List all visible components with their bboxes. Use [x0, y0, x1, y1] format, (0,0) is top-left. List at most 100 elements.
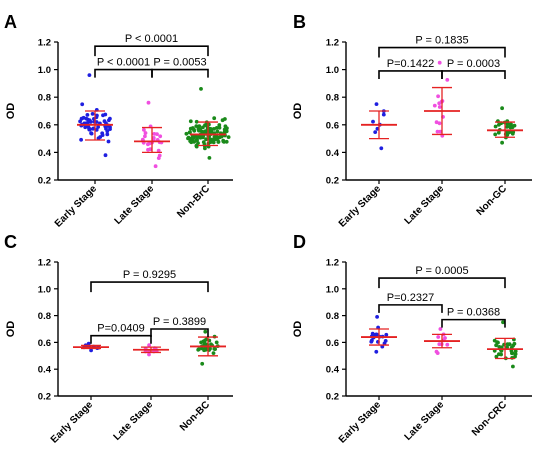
data-point: [437, 121, 442, 126]
data-point: [199, 340, 204, 345]
data-point: [493, 124, 498, 129]
data-point: [192, 128, 197, 133]
data-point: [198, 135, 203, 140]
y-axis-label: OD: [292, 321, 304, 338]
data-point: [190, 126, 195, 130]
y-tick-label: 0.6: [38, 338, 51, 349]
data-point: [369, 339, 374, 344]
data-point: [94, 127, 99, 132]
x-tick-label: Late Stage: [113, 183, 157, 227]
data-point: [147, 352, 151, 357]
data-point: [209, 342, 213, 347]
data-point: [89, 131, 93, 136]
x-tick-label: Early Stage: [49, 399, 96, 446]
data-point: [89, 348, 93, 353]
y-tick-label: 0.4: [38, 148, 52, 159]
data-point: [188, 119, 193, 124]
data-point: [87, 118, 92, 123]
p-value-label: P=0.2327: [387, 292, 434, 304]
data-point: [216, 140, 221, 144]
data-point: [212, 116, 217, 121]
data-point: [226, 135, 231, 140]
x-tick-label: Non-GC: [475, 183, 509, 217]
data-point: [195, 138, 199, 143]
data-point: [198, 127, 203, 132]
panel-label: B: [293, 12, 306, 32]
y-tick-label: 0.2: [38, 392, 51, 403]
data-point: [102, 119, 107, 124]
data-point: [83, 125, 88, 130]
data-point: [197, 124, 202, 128]
y-tick-label: 1.0: [38, 284, 51, 295]
data-point: [107, 118, 111, 123]
p-value-label: P = 0.9295: [123, 269, 176, 281]
p-value-label: P = 0.0003: [447, 58, 500, 70]
data-point: [381, 112, 386, 117]
p-value-label: P < 0.0001: [97, 57, 150, 69]
y-axis-label: OD: [5, 321, 17, 338]
data-point: [81, 115, 86, 120]
y-tick-label: 1.2: [38, 38, 51, 49]
data-point: [513, 349, 518, 353]
data-point: [495, 340, 499, 344]
y-axis-label: OD: [292, 103, 304, 120]
data-point: [211, 351, 216, 355]
y-tick-label: 0.2: [38, 176, 51, 187]
data-point: [204, 137, 209, 142]
x-tick-label: Late Stage: [403, 183, 447, 227]
data-point: [511, 343, 515, 348]
p-value-label: P = 0.0005: [415, 265, 468, 277]
comparison-bracket: [441, 70, 506, 79]
data-point: [211, 140, 216, 145]
panel-b: B OD 0.2 0.4 0.6 0.8 1.0 1.2 Early Stage Late Sta…: [292, 12, 532, 230]
data-point: [147, 343, 152, 347]
data-point: [435, 129, 440, 134]
data-point: [194, 119, 199, 124]
data-point: [497, 352, 501, 357]
data-point: [375, 315, 379, 319]
data-point: [494, 354, 499, 359]
comparison-bracket: [378, 277, 506, 289]
x-tick-label: Non-BrC: [175, 183, 212, 220]
data-point: [207, 156, 212, 160]
data-point: [103, 112, 108, 117]
y-tick-label: 1.2: [326, 38, 339, 49]
comparison-bracket: [90, 334, 152, 344]
data-point: [158, 134, 163, 139]
data-point: [432, 103, 437, 108]
data-point: [221, 138, 226, 143]
panel-c: C OD 0.2 0.4 0.6 0.8 1.0 1.2 Early Stage Late Sta…: [4, 232, 233, 446]
panel-label: C: [4, 232, 17, 252]
panel-a: A OD 0.2 0.4 0.6 0.8 1.0 1.2 Early Stage Late Sta…: [4, 12, 233, 230]
data-point: [98, 135, 103, 139]
data-point: [371, 119, 375, 124]
data-point: [214, 126, 219, 130]
data-point: [513, 354, 517, 359]
data-point: [90, 112, 95, 116]
data-point: [106, 139, 111, 144]
data-point: [373, 130, 378, 135]
data-point: [383, 339, 388, 343]
data-point: [215, 129, 220, 134]
data-point: [493, 132, 498, 137]
y-tick-label: 1.2: [326, 258, 339, 269]
data-point: [96, 125, 100, 129]
comparison-bracket: [378, 46, 506, 58]
comparison-bracket: [94, 68, 153, 78]
data-point: [214, 340, 219, 345]
x-tick-label: Non-CRC: [470, 399, 509, 438]
x-tick-label: Late Stage: [112, 399, 156, 443]
data-point: [87, 73, 92, 77]
y-tick-label: 0.2: [326, 392, 339, 403]
comparison-bracket: [90, 281, 209, 293]
data-point: [436, 335, 441, 339]
data-point: [100, 131, 105, 136]
data-point: [219, 134, 224, 139]
comparison-bracket: [378, 70, 443, 79]
p-value-label: P=0.1422: [387, 58, 434, 70]
y-tick-label: 1.0: [38, 65, 51, 76]
data-point: [212, 135, 217, 140]
data-point: [186, 135, 191, 140]
data-point: [191, 136, 196, 141]
data-point: [108, 125, 112, 130]
